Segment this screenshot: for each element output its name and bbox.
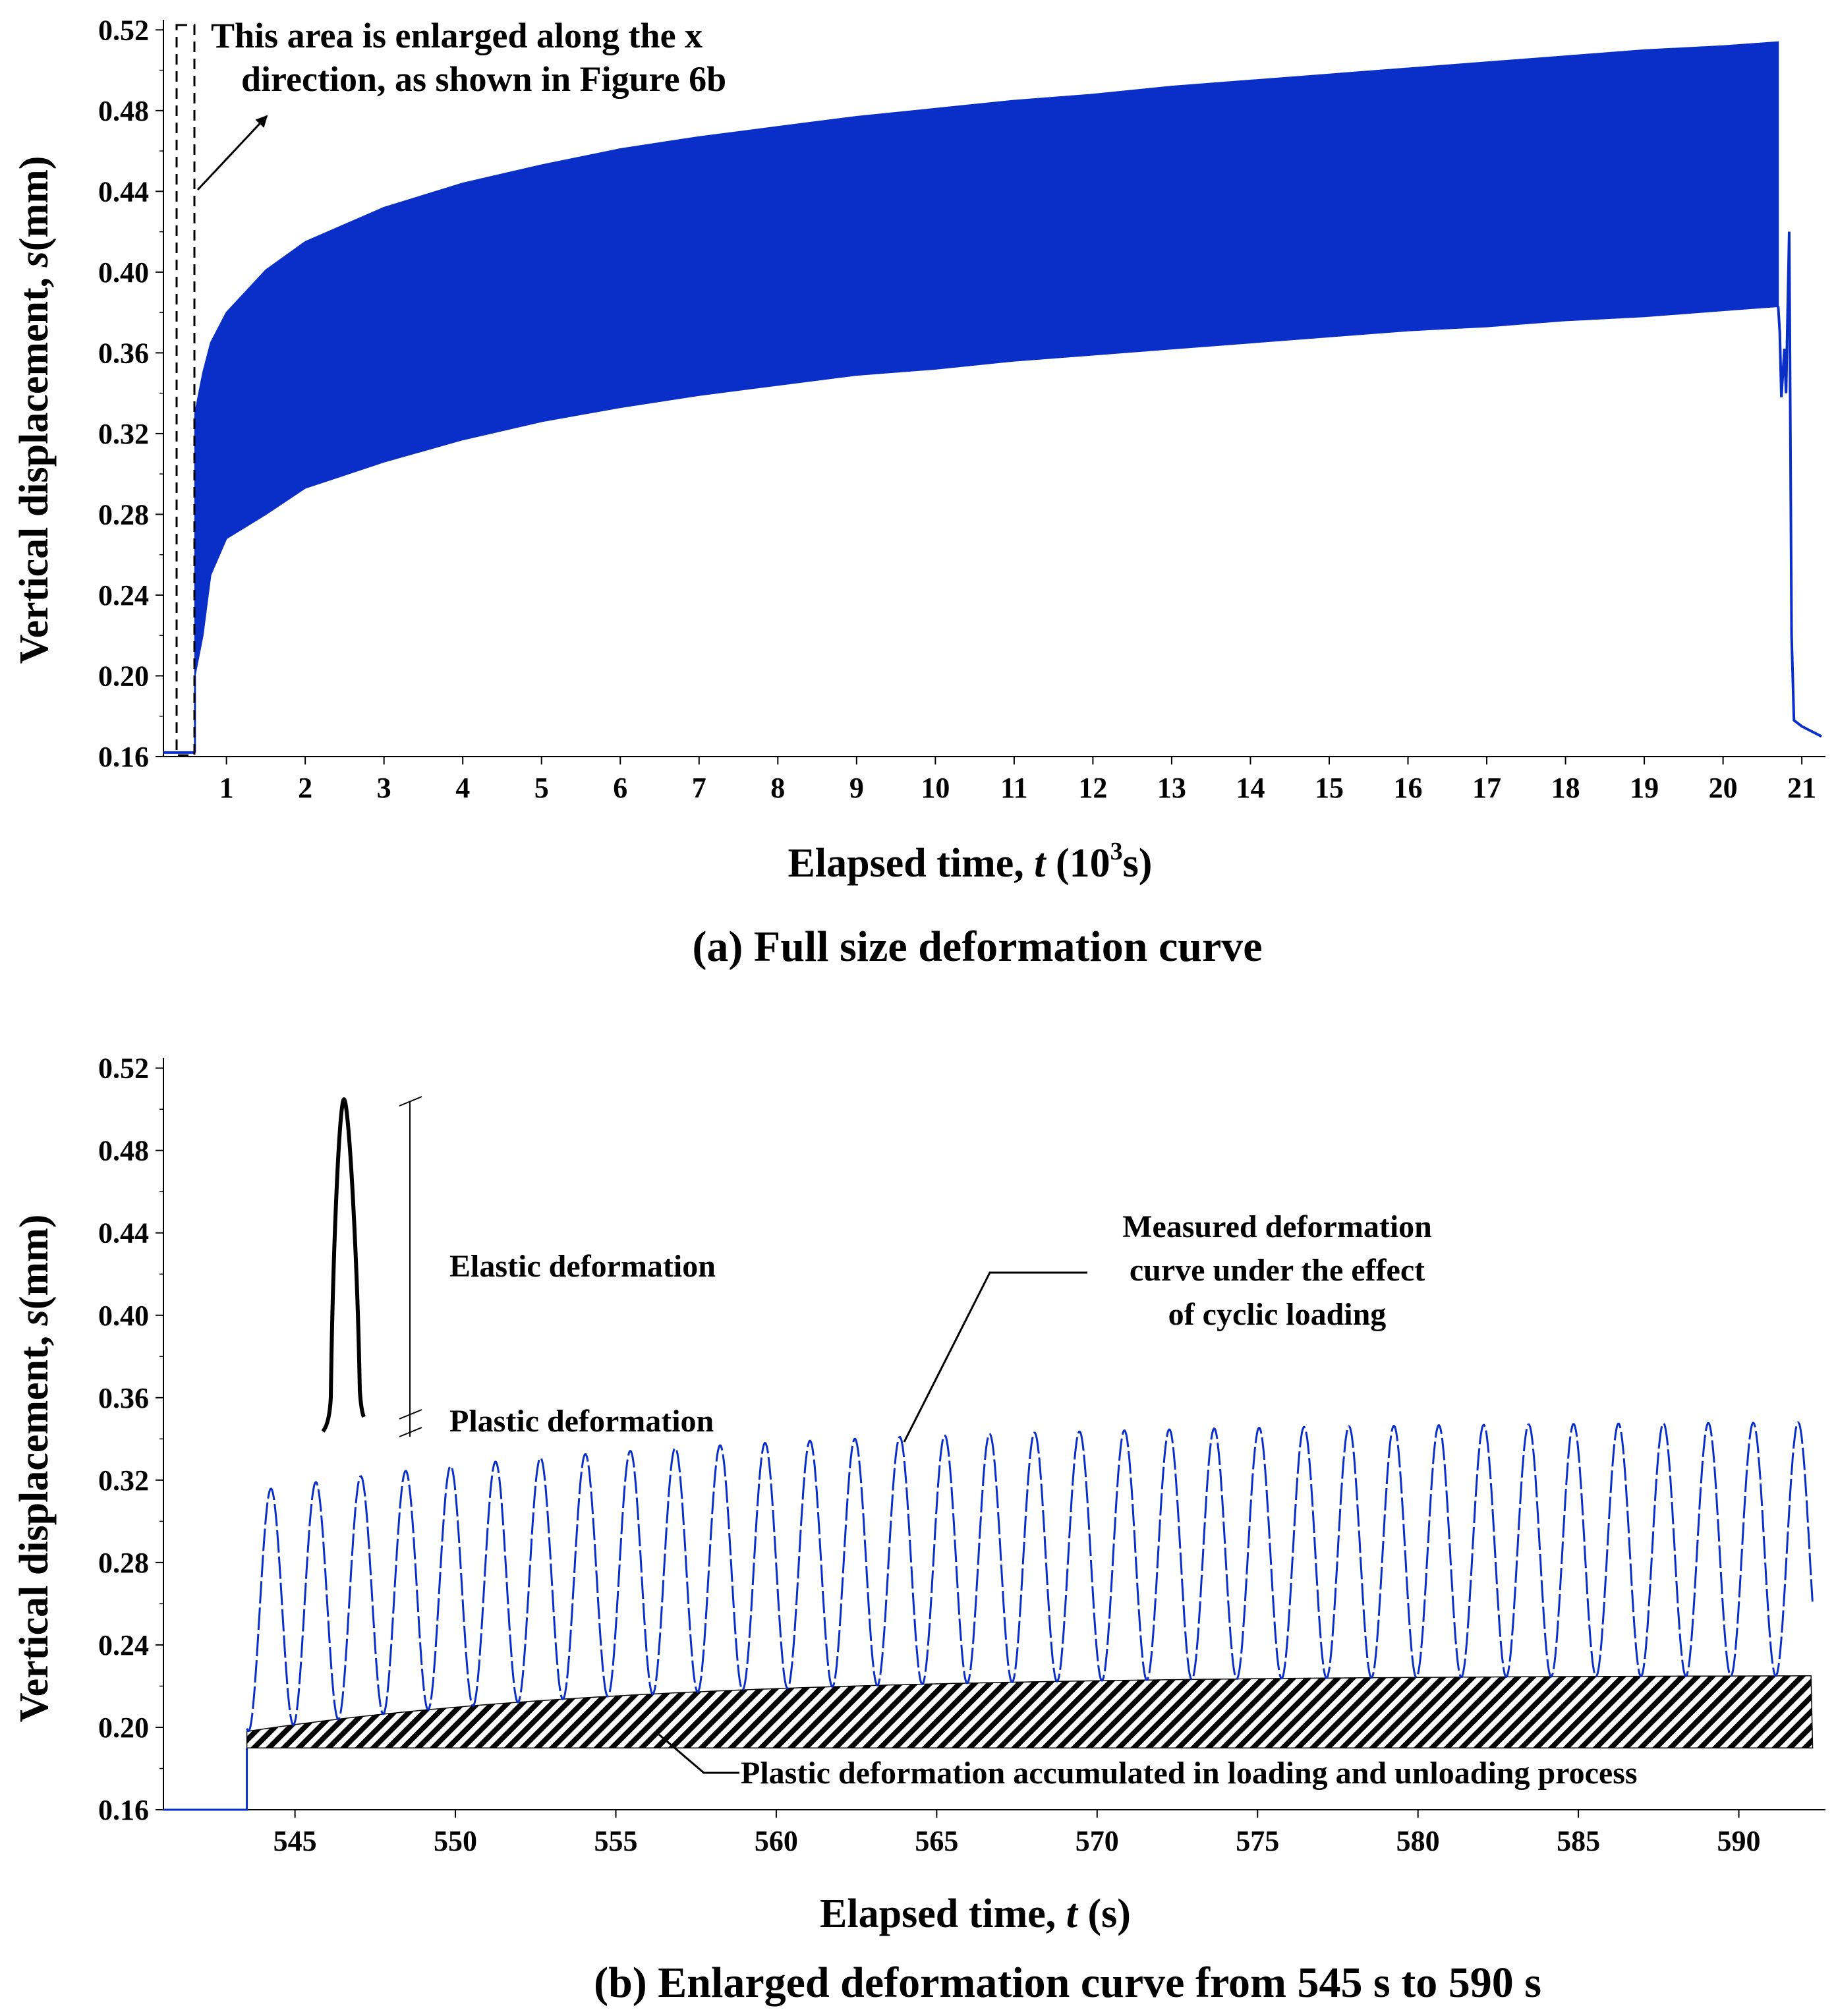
y-tick-label: 0.52 — [98, 1052, 149, 1085]
panel-b-dimension-tick-bot — [399, 1427, 422, 1437]
panel-b-x-axis-title: Elapsed time, t (s) — [820, 1891, 1131, 1936]
panel-b-dimension-tick-mid — [399, 1409, 422, 1420]
x-tick-label: 580 — [1396, 1825, 1440, 1857]
x-tick-label: 9 — [849, 772, 864, 804]
panel-b-measured-label-line3: of cyclic loading — [1168, 1297, 1387, 1332]
x-tick-label: 555 — [594, 1825, 637, 1857]
panel-b-measured-callout-line — [903, 1271, 1087, 1443]
y-tick-label: 0.28 — [98, 498, 149, 531]
panel-a: 0.16 0.20 0.24 0.28 0.32 0.36 0.40 0.44 0.48 0.52… — [12, 14, 1825, 971]
x-tick-label: 15 — [1315, 772, 1344, 804]
panel-b-accumulated-label: Plastic deformation accumulated in loadi… — [741, 1756, 1638, 1791]
y-tick-label: 0.28 — [98, 1547, 149, 1579]
y-tick-label: 0.48 — [98, 1135, 149, 1167]
y-tick-label: 0.24 — [98, 1629, 149, 1661]
y-tick-label: 0.40 — [98, 256, 149, 289]
x-tick-label: 13 — [1157, 772, 1186, 804]
y-tick-label: 0.16 — [98, 1794, 149, 1826]
x-tick-label: 16 — [1394, 772, 1423, 804]
x-tick-label: 6 — [613, 772, 627, 804]
panel-a-annotation-line2: direction, as shown in Figure 6b — [241, 59, 726, 99]
x-tick-label: 4 — [455, 772, 470, 804]
y-tick-label: 0.20 — [98, 660, 149, 692]
panel-b-accumulated-callout-line — [658, 1733, 739, 1774]
y-tick-label: 0.32 — [98, 418, 149, 450]
y-tick-label: 0.44 — [98, 1217, 149, 1250]
x-tick-label: 5 — [534, 772, 549, 804]
panel-a-x-ticks: 1 2 3 4 5 6 7 8 9 10 11 12 13 14 15 16 17 18 19 20 21 — [219, 757, 1816, 804]
x-tick-label: 17 — [1472, 772, 1501, 804]
x-tick-label: 7 — [692, 772, 706, 804]
y-tick-label: 0.48 — [98, 95, 149, 127]
x-tick-label: 570 — [1076, 1825, 1119, 1857]
panel-a-x-axis-title: Elapsed time, t (103s) — [788, 838, 1153, 886]
panel-a-y-ticks: 0.16 0.20 0.24 0.28 0.32 0.36 0.40 0.44 0.48 0.52 — [98, 14, 163, 773]
x-tick-label: 585 — [1557, 1825, 1600, 1857]
y-tick-label: 0.20 — [98, 1712, 149, 1744]
panel-a-plot-area — [163, 41, 1822, 754]
panel-b-plastic-label: Plastic deformation — [449, 1404, 714, 1439]
x-tick-label: 11 — [1000, 772, 1028, 804]
x-tick-label: 19 — [1630, 772, 1659, 804]
panel-a-y-axis-title: Vertical displacement, s(mm) — [12, 156, 57, 664]
accumulated-plastic-region — [246, 1675, 1814, 1748]
panel-b-x-ticks: 545 550 555 560 565 570 575 580 585 590 — [273, 1810, 1761, 1857]
panel-b-caption: (b) Enlarged deformation curve from 545 … — [594, 1959, 1541, 2007]
x-tick-label: 10 — [921, 772, 950, 804]
x-tick-label: 560 — [755, 1825, 798, 1857]
measured-deformation-line — [246, 1422, 1814, 1733]
x-tick-label: 545 — [273, 1825, 317, 1857]
panel-b-schematic-cycle — [321, 1097, 366, 1433]
y-tick-label: 0.36 — [98, 337, 149, 369]
y-tick-label: 0.44 — [98, 175, 149, 208]
panel-a-caption: (a) Full size deformation curve — [692, 923, 1262, 971]
panel-b-dimension-tick-top — [399, 1096, 422, 1107]
x-tick-label: 550 — [434, 1825, 477, 1857]
y-tick-label: 0.16 — [98, 741, 149, 773]
panel-a-annotation-arrow — [196, 115, 268, 191]
panel-b-plot-area — [163, 1422, 1814, 1811]
x-tick-label: 565 — [915, 1825, 958, 1857]
y-tick-label: 0.40 — [98, 1300, 149, 1332]
y-tick-label: 0.24 — [98, 579, 149, 612]
x-tick-label: 3 — [377, 772, 391, 804]
panel-a-zoom-highlight-box — [175, 24, 196, 757]
displacement-envelope-band — [194, 41, 1779, 676]
panel-b-y-axis-title: Vertical displacement, s(mm) — [12, 1215, 57, 1723]
x-tick-label: 8 — [770, 772, 785, 804]
x-tick-label: 14 — [1236, 772, 1265, 804]
y-tick-label: 0.32 — [98, 1464, 149, 1497]
x-tick-label: 575 — [1236, 1825, 1279, 1857]
panel-b-measured-label-line2: curve under the effect — [1130, 1253, 1425, 1288]
y-tick-label: 0.52 — [98, 14, 149, 46]
x-tick-label: 21 — [1787, 772, 1816, 804]
y-tick-label: 0.36 — [98, 1382, 149, 1414]
panel-b-y-ticks: 0.16 0.20 0.24 0.28 0.32 0.36 0.40 0.44 0.48 0.52 — [98, 1052, 163, 1826]
x-tick-label: 1 — [219, 772, 234, 804]
x-tick-label: 20 — [1709, 772, 1738, 804]
x-tick-label: 2 — [298, 772, 312, 804]
unloading-tail-line — [1777, 231, 1822, 738]
x-tick-label: 12 — [1078, 772, 1107, 804]
panel-b: 0.16 0.20 0.24 0.28 0.32 0.36 0.40 0.44 0.48 0.52… — [12, 1052, 1825, 2007]
panel-a-annotation-line1: This area is enlarged along the x — [211, 16, 703, 55]
pre-load-baseline — [163, 1748, 248, 1811]
x-tick-label: 18 — [1551, 772, 1580, 804]
panel-b-measured-label-line1: Measured deformation — [1122, 1209, 1432, 1244]
x-tick-label: 590 — [1717, 1825, 1761, 1857]
panel-b-elastic-label: Elastic deformation — [449, 1249, 716, 1284]
